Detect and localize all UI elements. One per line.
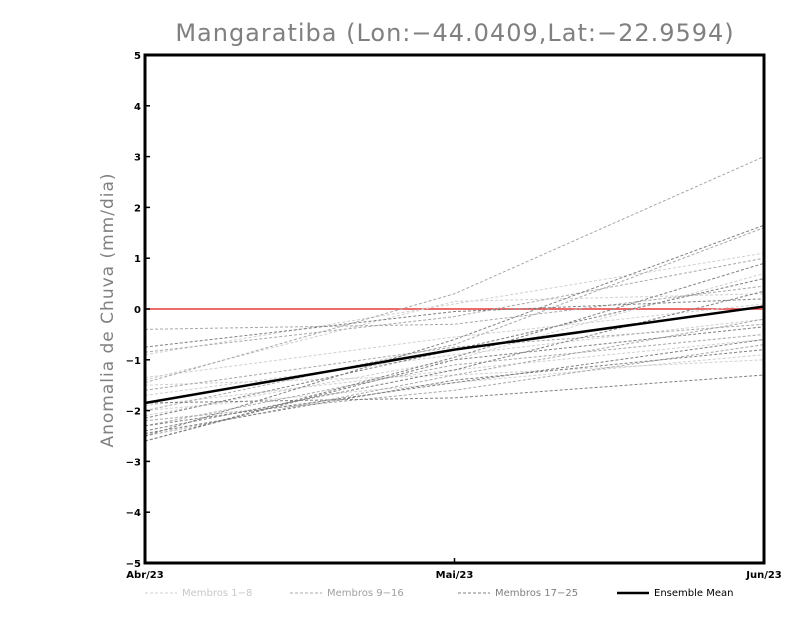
y-tick-label: 0 (134, 305, 141, 316)
x-tick-label: Jun/23 (745, 570, 782, 581)
member-line-6 (144, 318, 765, 396)
legend-label: Membros 9−16 (327, 588, 404, 599)
member-line-11 (144, 323, 765, 391)
member-line-17 (144, 298, 765, 348)
member-line-21 (144, 374, 765, 404)
legend-label: Ensemble Mean (654, 588, 733, 599)
member-line-5 (144, 359, 765, 386)
member-line-20 (144, 290, 765, 432)
member-line-13 (144, 344, 765, 422)
y-tick-label: −1 (126, 356, 141, 367)
member-line-2 (144, 293, 765, 381)
series-layer (144, 156, 765, 442)
mean-layer (144, 305, 765, 405)
y-tick-label: 5 (134, 51, 141, 62)
y-tick-label: 2 (134, 203, 141, 214)
legend-label: Membros 1−8 (182, 588, 252, 599)
member-line-22 (144, 326, 765, 442)
member-line-9 (144, 257, 765, 353)
member-line-10 (144, 227, 765, 412)
member-line-23 (144, 338, 765, 427)
y-tick-label: −4 (126, 508, 141, 519)
member-line-15 (144, 285, 765, 330)
member-line-18 (144, 224, 765, 437)
y-axis: −5 −4 −3 −2 −1 0 1 2 3 4 5 (126, 51, 150, 570)
chart-title: Mangaratiba (Lon:−44.0409,Lat:−22.9594) (175, 19, 734, 47)
ensemble-mean-line (144, 305, 765, 405)
legend: Membros 1−8 Membros 9−16 Membros 17−25 Ense… (145, 588, 733, 599)
member-line-19 (144, 262, 765, 442)
y-tick-label: 4 (134, 102, 141, 113)
member-line-24 (144, 278, 765, 419)
y-tick-label: −3 (126, 457, 141, 468)
member-line-12 (144, 333, 765, 427)
y-axis-label: Anomalia de Chuva (mm/dia) (98, 172, 118, 447)
y-tick-label: −2 (126, 407, 141, 418)
y-tick-label: 3 (134, 153, 141, 164)
y-tick-label: 1 (134, 254, 141, 265)
member-line-14 (144, 156, 765, 384)
x-tick-label: Abr/23 (126, 570, 163, 581)
legend-label: Membros 17−25 (495, 588, 578, 599)
member-line-1 (144, 252, 765, 356)
member-line-8 (144, 303, 765, 379)
x-axis: Abr/23 Mai/23 Jun/23 (126, 558, 782, 581)
y-tick-label: −5 (126, 559, 141, 570)
x-tick-label: Mai/23 (436, 570, 474, 581)
member-line-25 (144, 349, 765, 434)
